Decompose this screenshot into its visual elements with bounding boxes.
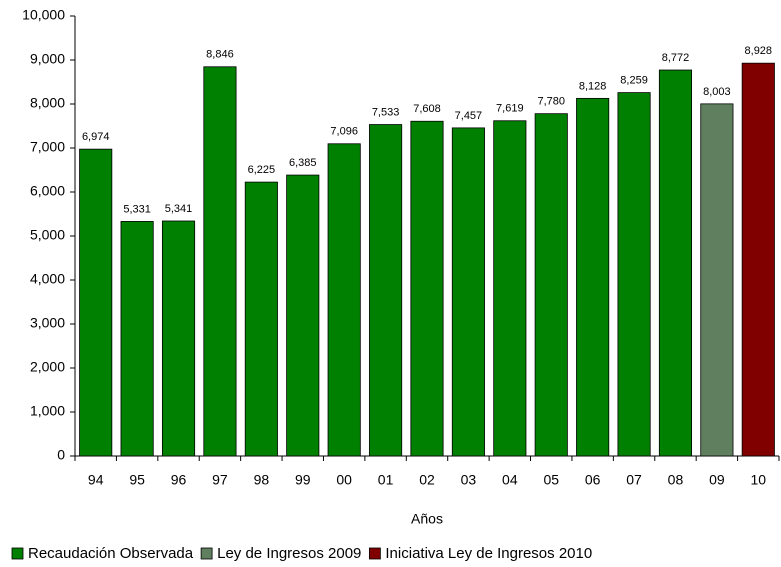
bar [576, 97, 610, 457]
x-tick-label: 02 [419, 472, 435, 488]
legend-label: Ley de Ingresos 2009 [217, 545, 361, 562]
bar [161, 220, 196, 457]
x-tick-label: 03 [461, 472, 477, 488]
legend-swatch [11, 547, 24, 560]
value-label: 5,331 [123, 203, 151, 215]
x-axis-label: Años [411, 511, 443, 527]
value-label: 7,457 [455, 110, 483, 122]
value-label: 7,780 [537, 96, 565, 108]
y-tick-label: 9,000 [30, 51, 65, 67]
bar [534, 113, 568, 457]
x-tick-label: 95 [129, 472, 145, 488]
y-tick-label: 7,000 [30, 139, 65, 155]
value-label: 8,259 [620, 75, 648, 87]
value-label: 7,619 [496, 103, 524, 115]
value-label: 6,974 [82, 131, 110, 143]
y-tick-label: 3,000 [30, 315, 65, 331]
value-label: 6,225 [248, 164, 276, 176]
value-label: 8,772 [662, 52, 690, 64]
bar [617, 92, 651, 457]
x-tick-label: 98 [254, 472, 270, 488]
y-tick-label: 1,000 [30, 403, 65, 419]
value-label: 8,928 [745, 45, 773, 57]
y-tick-label: 0 [57, 447, 65, 463]
x-tick-label: 00 [336, 472, 352, 488]
x-tick-label: 06 [585, 472, 601, 488]
value-label: 7,533 [372, 106, 400, 118]
x-tick-label: 09 [709, 472, 725, 488]
value-label: 8,003 [703, 86, 731, 98]
legend-label: Recaudación Observada [28, 545, 194, 562]
value-label: 5,341 [165, 203, 193, 215]
x-tick-label: 07 [626, 472, 642, 488]
value-label: 6,385 [289, 157, 317, 169]
x-tick-label: 10 [751, 472, 767, 488]
y-tick-label: 2,000 [30, 359, 65, 375]
y-tick-label: 6,000 [30, 183, 65, 199]
legend-swatch [368, 547, 381, 560]
value-label: 7,608 [413, 103, 441, 115]
bar [120, 221, 154, 457]
bar [410, 120, 444, 457]
y-tick-label: 10,000 [22, 7, 65, 23]
bar [286, 174, 320, 457]
bar [741, 62, 775, 457]
bar [79, 148, 113, 457]
x-tick-label: 96 [171, 472, 187, 488]
x-tick-label: 08 [668, 472, 684, 488]
x-tick-label: 01 [378, 472, 394, 488]
bar [451, 127, 485, 457]
x-tick-label: 05 [543, 472, 559, 488]
bar [493, 120, 527, 457]
value-label: 8,128 [579, 80, 607, 92]
bar [203, 66, 237, 457]
value-label: 8,846 [206, 49, 234, 61]
bar [327, 143, 361, 457]
y-tick-label: 4,000 [30, 271, 65, 287]
bar [369, 124, 403, 457]
legend-label: Iniciativa Ley de Ingresos 2010 [385, 545, 592, 562]
x-tick-label: 97 [212, 472, 228, 488]
bar [700, 103, 734, 457]
x-tick-label: 99 [295, 472, 311, 488]
bar [244, 181, 278, 457]
x-tick-label: 04 [502, 472, 518, 488]
y-tick-label: 8,000 [30, 95, 65, 111]
legend-swatch [200, 547, 213, 560]
bar [658, 69, 693, 457]
x-tick-label: 94 [88, 472, 104, 488]
y-tick-label: 5,000 [30, 227, 65, 243]
value-label: 7,096 [330, 126, 358, 138]
